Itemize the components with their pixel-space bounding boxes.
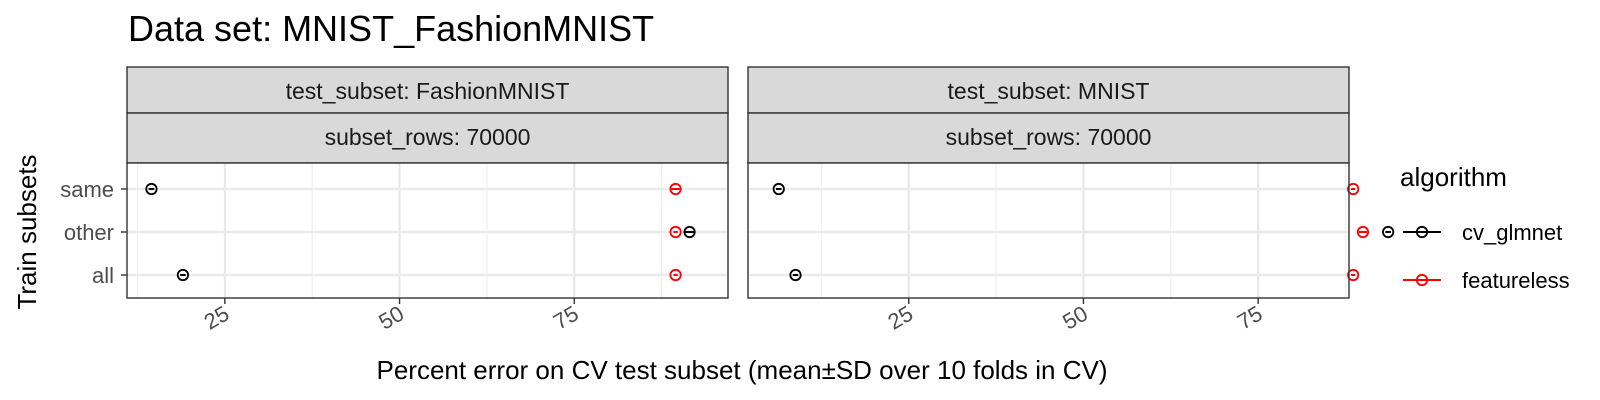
y-tick-label: same [60, 177, 114, 202]
x-tick-label: 25 [884, 301, 918, 335]
facet-panel: test_subset: FashionMNIST subset_rows: 70… [60, 66, 729, 335]
x-tick-label: 50 [374, 301, 408, 335]
x-tick-label: 25 [200, 301, 234, 335]
data-point [789, 268, 802, 282]
legend: algorithm cv_glmnet featureless [1400, 162, 1570, 293]
x-tick-label: 50 [1058, 301, 1092, 335]
x-tick-label: 75 [549, 301, 583, 335]
data-point [145, 182, 158, 196]
strip-bottom-label: subset_rows: 70000 [325, 124, 531, 150]
data-point [1347, 268, 1360, 282]
data-point [669, 268, 682, 282]
y-tick-label: all [92, 263, 114, 288]
strip-top-label: test_subset: MNIST [948, 78, 1150, 104]
facet-panel: test_subset: MNIST subset_rows: 70000 25 50… [747, 66, 1395, 335]
strip-bottom-label: subset_rows: 70000 [946, 124, 1152, 150]
strip-bottom [126, 112, 729, 164]
data-point [1382, 225, 1395, 239]
x-axis-label: Percent error on CV test subset (mean±SD… [376, 355, 1107, 385]
legend-item: cv_glmnet [1403, 220, 1562, 245]
legend-label: featureless [1462, 268, 1570, 293]
strip-top [747, 66, 1350, 114]
plot-area [127, 163, 728, 298]
panel-border [747, 162, 1350, 299]
strip-top-label: test_subset: FashionMNIST [286, 78, 570, 104]
data-point [669, 225, 682, 239]
data-point [772, 182, 785, 196]
legend-label: cv_glmnet [1462, 220, 1562, 245]
y-axis-label: Train subsets [12, 154, 42, 309]
data-point [1356, 225, 1370, 239]
y-tick-label: other [64, 220, 114, 245]
legend-title: algorithm [1400, 162, 1507, 192]
chart-title: Data set: MNIST_FashionMNIST [128, 8, 654, 49]
legend-key-point [1415, 273, 1429, 287]
panels: test_subset: FashionMNIST subset_rows: 70… [60, 66, 1395, 335]
data-point [1347, 182, 1360, 196]
strip-bottom [747, 112, 1350, 164]
strip-top [126, 66, 729, 114]
panel-border [126, 162, 729, 299]
legend-key-point [1415, 225, 1429, 239]
data-point [176, 268, 190, 282]
data-point [669, 182, 682, 196]
x-tick-label: 75 [1233, 301, 1267, 335]
data-point [683, 225, 696, 239]
legend-item: featureless [1403, 268, 1570, 293]
